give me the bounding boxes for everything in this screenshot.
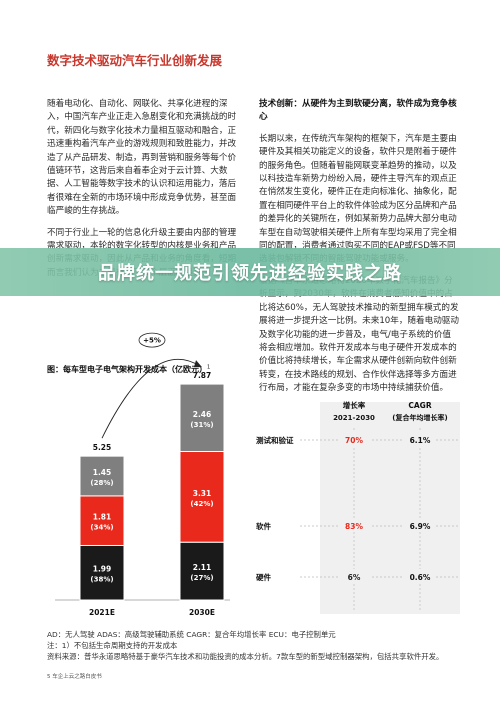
- bar-segment-硬件-2021E: [79, 544, 125, 601]
- table-row-label: 软件: [256, 521, 271, 531]
- table-cell-bg: [338, 432, 370, 446]
- bar-total-label: 5.25: [93, 443, 112, 452]
- table-cell-bg: [404, 432, 436, 446]
- segment-value-label: 1.45: [93, 468, 112, 477]
- page-footer: 5 车企上云之路白皮书: [47, 674, 102, 680]
- chart-title: 图：每车型电子电气架构开发成本（亿欧元）1: [47, 364, 210, 375]
- growth-badge-label: +5%: [143, 337, 161, 345]
- segment-share-label: (31%): [190, 421, 213, 429]
- segment-value-label: 3.31: [193, 489, 212, 498]
- source-note: 资料来源：普华永道思略特基于豪华汽车技术和功能投资的成本分析。7款车型的新型域控…: [47, 652, 444, 661]
- segment-value-label: 1.81: [93, 513, 112, 522]
- segment-share-label: (42%): [190, 500, 213, 508]
- table-cell-bg: [338, 569, 370, 583]
- segment-value-label: 2.46: [193, 410, 212, 419]
- bar-segment-测试和验证-2021E: [79, 455, 125, 497]
- abbreviations-note: AD：无人驾驶 ADAS：高级驾驶辅助系统 CAGR：复合年均增长率 ECU：电…: [47, 630, 336, 639]
- table-row-label: 硬件: [256, 572, 271, 582]
- category-label: 2021E: [89, 608, 115, 617]
- growth-arrow: [101, 358, 201, 439]
- category-label: 2030E: [189, 608, 215, 617]
- bar-segment-软件-2030E: [179, 450, 225, 543]
- table-col-subheader: (复合年均增长率): [392, 413, 447, 422]
- bar-segment-软件-2021E: [79, 495, 125, 546]
- table-cagr-value: 6.9%: [410, 522, 431, 531]
- segment-share-label: (38%): [90, 576, 113, 584]
- table-cagr-value: 0.6%: [410, 573, 431, 582]
- growth-arrow-head: [194, 360, 202, 368]
- table-growth-value: 6%: [348, 573, 361, 582]
- bar-segment-测试和验证-2030E: [179, 383, 225, 452]
- growth-badge: [138, 332, 166, 348]
- table-growth-value: 83%: [345, 522, 363, 531]
- right-heading: 技术创新：从硬件为主到软硬分离，软件成为竞争核心: [259, 99, 457, 123]
- table-col-header: CAGR: [408, 401, 431, 410]
- segment-value-label: 2.11: [193, 563, 212, 572]
- left-paragraph-1: 随着电动化、自动化、网联化、共享化进程的深入，中国汽车产业正走入急剧变化和充满挑…: [47, 99, 237, 217]
- table-cagr-value: 6.1%: [410, 436, 431, 445]
- table-cell-bg: [404, 569, 436, 583]
- chart-title-footnote: 1: [207, 364, 211, 371]
- bar-segment-硬件-2030E: [179, 541, 225, 601]
- growth-table: 增长率 2021-2030 CAGR (复合年均增长率) 测试和验证 70% 6.1% 软件 8…: [256, 400, 460, 614]
- table-row-label: 测试和验证: [256, 435, 294, 445]
- footnote-1: 注：1）不包括生命周期支持的开发成本: [47, 641, 178, 650]
- bar-group: 1.99 (38%) 1.81 (34%) 1.45 (28%) 5.25 2021E 2.11…: [55, 332, 230, 617]
- table-col-header: 增长率: [343, 400, 366, 410]
- table-cell-bg: [404, 518, 436, 532]
- segment-share-label: (34%): [90, 524, 113, 532]
- notes: AD：无人驾驶 ADAS：高级驾驶辅助系统 CAGR：复合年均增长率 ECU：电…: [47, 629, 467, 662]
- segment-value-label: 1.99: [93, 565, 112, 574]
- page-title: 数字技术驱动汽车行业创新发展: [47, 53, 223, 68]
- table-cell-bg: [338, 518, 370, 532]
- chart-title-text: 图：每车型电子电气架构开发成本（亿欧元）: [47, 365, 207, 374]
- banner-text: 品牌统一规范引领先进经验实践之路: [98, 263, 402, 284]
- table-col-subheader: 2021-2030: [333, 414, 375, 422]
- overlay-banner: 品牌统一规范引领先进经验实践之路: [0, 248, 500, 296]
- segment-share-label: (27%): [190, 574, 213, 582]
- table-growth-value: 70%: [345, 436, 363, 445]
- segment-share-label: (28%): [90, 479, 113, 487]
- bar-total-label: 7.87: [193, 371, 212, 380]
